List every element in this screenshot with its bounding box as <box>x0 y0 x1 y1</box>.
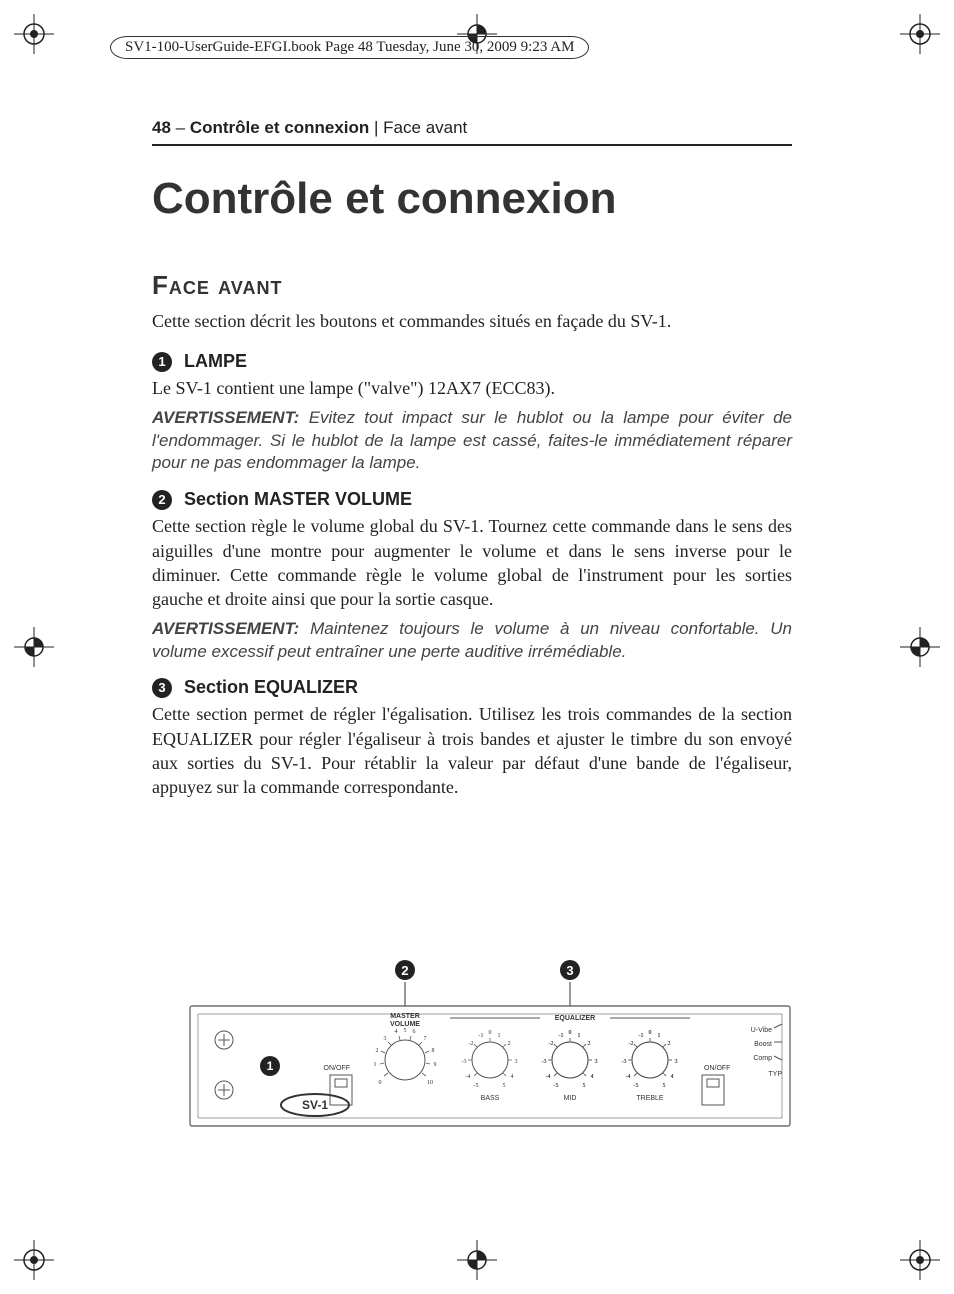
svg-text:3: 3 <box>515 1059 518 1065</box>
bass-label: BASS <box>481 1095 500 1102</box>
warning-label: AVERTISSEMENT: <box>152 408 299 427</box>
panel-illustration: 1 ON/OFF MASTER VOLUME 0 1 <box>180 960 800 1170</box>
onoff-right-label: ON/OFF <box>704 1065 730 1072</box>
svg-text:5: 5 <box>503 1083 506 1089</box>
item-title: Section MASTER VOLUME <box>184 489 412 510</box>
svg-text:8: 8 <box>432 1048 435 1054</box>
svg-text:-2: -2 <box>629 1041 634 1047</box>
item-body: Cette section règle le volume global du … <box>152 514 792 611</box>
svg-text:9: 9 <box>434 1062 437 1068</box>
typ-label: TYP <box>768 1071 782 1078</box>
svg-text:3: 3 <box>595 1059 598 1065</box>
svg-text:4: 4 <box>671 1074 674 1080</box>
svg-text:-4: -4 <box>626 1074 631 1080</box>
item-title: Section EQUALIZER <box>184 677 358 698</box>
running-head: 48 – Contrôle et connexion | Face avant <box>152 118 792 146</box>
numbered-bullet-icon: 1 <box>152 352 172 372</box>
equalizer-label: EQUALIZER <box>555 1015 595 1022</box>
boost-label: Boost <box>754 1041 772 1048</box>
svg-text:-5: -5 <box>474 1083 479 1089</box>
svg-text:1: 1 <box>658 1033 661 1039</box>
warning-label: AVERTISSEMENT: <box>152 619 299 638</box>
item-heading: 1 LAMPE <box>152 351 792 372</box>
item-title: LAMPE <box>184 351 247 372</box>
front-panel-diagram: 2 3 1 ON/OFF MASTER VOLUME <box>180 960 800 1170</box>
section-name: Face avant <box>383 118 467 137</box>
diagram-callout-1-label: 1 <box>267 1059 274 1073</box>
registration-mark-icon <box>900 1240 940 1280</box>
svg-text:-1: -1 <box>639 1033 644 1039</box>
separator: – <box>171 118 190 137</box>
svg-text:3: 3 <box>384 1036 387 1042</box>
numbered-bullet-icon: 3 <box>560 960 580 980</box>
svg-text:-5: -5 <box>554 1083 559 1089</box>
svg-text:2: 2 <box>588 1041 591 1047</box>
svg-text:4: 4 <box>511 1074 514 1080</box>
item-warning: AVERTISSEMENT: Maintenez toujours le vol… <box>152 618 792 664</box>
svg-text:-3: -3 <box>622 1059 627 1065</box>
svg-text:1: 1 <box>498 1033 501 1039</box>
uvibe-label: U-Vibe <box>751 1027 772 1034</box>
svg-text:5: 5 <box>663 1083 666 1089</box>
svg-text:-1: -1 <box>479 1033 484 1039</box>
item-heading: 2 Section MASTER VOLUME <box>152 489 792 510</box>
master-volume-label: MASTER <box>390 1013 420 1020</box>
svg-text:0: 0 <box>649 1030 652 1036</box>
diagram-callout-3: 3 <box>560 960 580 980</box>
diagram-callout-2: 2 <box>395 960 415 980</box>
page-number: 48 <box>152 118 171 137</box>
item-warning: AVERTISSEMENT: Evitez tout impact sur le… <box>152 407 792 476</box>
svg-text:-4: -4 <box>466 1074 471 1080</box>
svg-text:7: 7 <box>424 1036 427 1042</box>
svg-text:5: 5 <box>404 1028 407 1034</box>
registration-mark-icon <box>14 1240 54 1280</box>
svg-text:1: 1 <box>374 1062 377 1068</box>
svg-text:VOLUME: VOLUME <box>390 1021 420 1028</box>
divider: | <box>369 118 383 137</box>
registration-mark-icon <box>14 627 54 667</box>
page-title: Contrôle et connexion <box>152 174 792 224</box>
registration-mark-icon <box>14 14 54 54</box>
registration-mark-icon <box>900 14 940 54</box>
page-content: 48 – Contrôle et connexion | Face avant … <box>152 118 792 806</box>
section-heading: Face avant <box>152 270 792 301</box>
numbered-bullet-icon: 2 <box>395 960 415 980</box>
svg-text:4: 4 <box>591 1074 594 1080</box>
numbered-bullet-icon: 3 <box>152 678 172 698</box>
svg-text:-4: -4 <box>546 1074 551 1080</box>
svg-text:6: 6 <box>413 1029 416 1035</box>
svg-text:-1: -1 <box>559 1033 564 1039</box>
item-body: Cette section permet de régler l'égalisa… <box>152 702 792 799</box>
svg-text:-2: -2 <box>549 1041 554 1047</box>
comp-label: Comp <box>753 1055 772 1062</box>
svg-text:0: 0 <box>379 1080 382 1086</box>
svg-text:2: 2 <box>508 1041 511 1047</box>
svg-text:2: 2 <box>668 1041 671 1047</box>
svg-text:2: 2 <box>376 1048 379 1054</box>
svg-text:-3: -3 <box>542 1059 547 1065</box>
svg-text:3: 3 <box>675 1059 678 1065</box>
registration-mark-icon <box>457 1240 497 1280</box>
numbered-bullet-icon: 2 <box>152 490 172 510</box>
svg-text:4: 4 <box>395 1029 398 1035</box>
svg-text:-3: -3 <box>462 1059 467 1065</box>
svg-text:10: 10 <box>427 1080 433 1086</box>
intro-text: Cette section décrit les boutons et comm… <box>152 309 792 333</box>
svg-text:SV-1: SV-1 <box>302 1098 328 1112</box>
onoff-left-label: ON/OFF <box>324 1065 350 1072</box>
treble-label: TREBLE <box>636 1095 664 1102</box>
registration-mark-icon <box>900 627 940 667</box>
book-info: SV1-100-UserGuide-EFGI.book Page 48 Tues… <box>110 36 589 59</box>
svg-text:0: 0 <box>489 1030 492 1036</box>
svg-text:-2: -2 <box>469 1041 474 1047</box>
chapter-name: Contrôle et connexion <box>190 118 369 137</box>
svg-text:-5: -5 <box>634 1083 639 1089</box>
svg-text:0: 0 <box>569 1030 572 1036</box>
item-body: Le SV-1 contient une lampe ("valve") 12A… <box>152 376 792 400</box>
svg-text:1: 1 <box>578 1033 581 1039</box>
item-heading: 3 Section EQUALIZER <box>152 677 792 698</box>
svg-text:5: 5 <box>583 1083 586 1089</box>
mid-label: MID <box>564 1095 577 1102</box>
